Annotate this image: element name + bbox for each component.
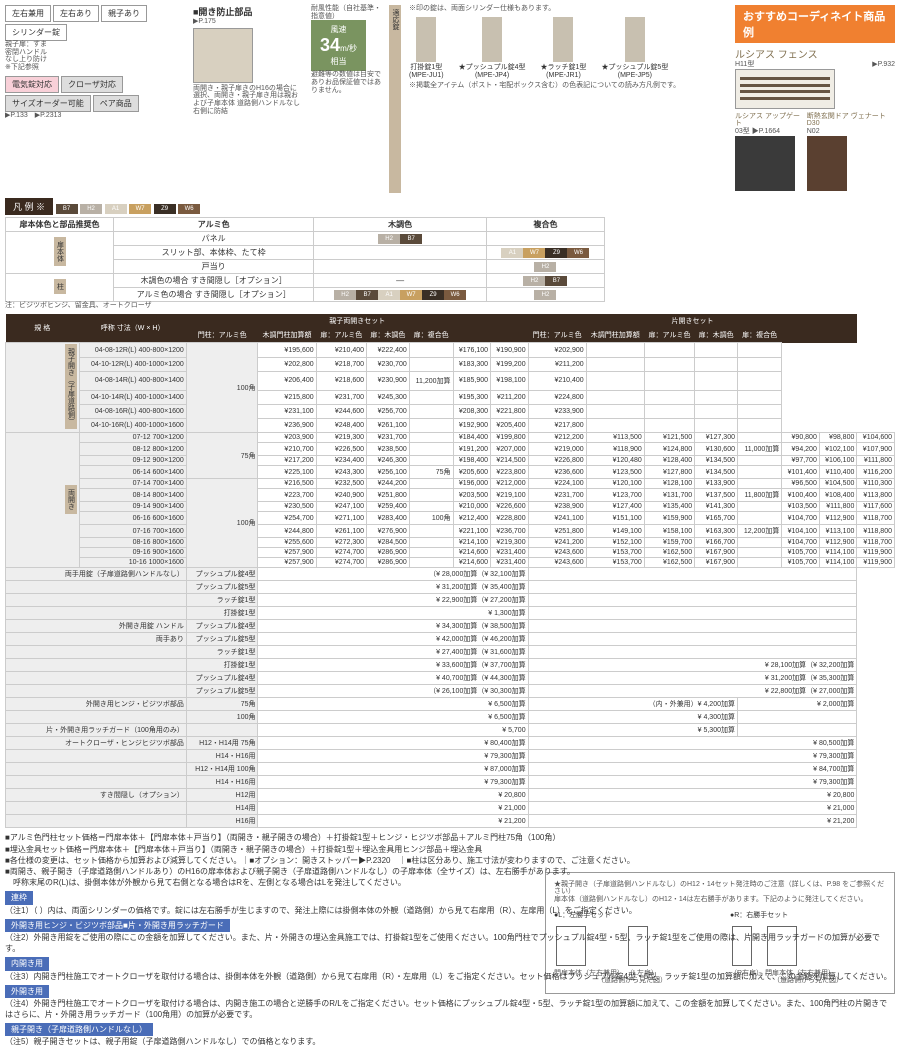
spec-box: 親子あり	[101, 5, 147, 22]
handle-img	[625, 17, 645, 62]
spec-grey: クローザ対応	[61, 76, 123, 93]
fence-image	[735, 69, 835, 109]
spec-box: シリンダー錠	[5, 24, 67, 41]
color-section: 凡 例 ※ B7 H2 A1 W7 Z9 W6 扉本体色と部品推奨色アルミ色木調…	[5, 198, 895, 310]
spec-notes: 親子扉：すま 密閉ハンドル なし上り防け ※下記参照	[5, 41, 185, 72]
handle-img	[416, 17, 436, 62]
handle-img	[553, 17, 573, 62]
color-chip: B7	[56, 204, 78, 214]
wind-badge: 風速 34m/秒 相当	[311, 20, 366, 71]
spec-pink: 電気錠対応	[5, 76, 59, 93]
stopper-title: ■開き防止部品	[193, 5, 303, 18]
spec-box: 左右あり	[53, 5, 99, 22]
vert-label: 適応錠	[389, 5, 401, 193]
door-image	[807, 136, 847, 191]
spec-grey: サイズオーダー可能	[5, 95, 91, 112]
spec-grey: ペア商品	[93, 95, 139, 112]
price-table: 規 格 呼称 寸法（W × H） 親子両開きセット 片開きセット 門柱：アルミ色…	[5, 314, 895, 828]
top-section: 左右兼用 左右あり 親子あり シリンダー錠 親子扉：すま 密閉ハンドル なし上り…	[5, 5, 895, 193]
coord-title: おすすめコーディネイト商品例	[735, 5, 895, 43]
gate-image	[735, 136, 795, 191]
spec-box: 左右兼用	[5, 5, 51, 22]
notes-section: ■アルミ色門柱セット価格＝門扉本体＋【門扉本体＋戸当り】（両開き・親子開きの場合…	[5, 832, 895, 1047]
stopper-image	[193, 28, 253, 83]
handle-img	[482, 17, 502, 62]
